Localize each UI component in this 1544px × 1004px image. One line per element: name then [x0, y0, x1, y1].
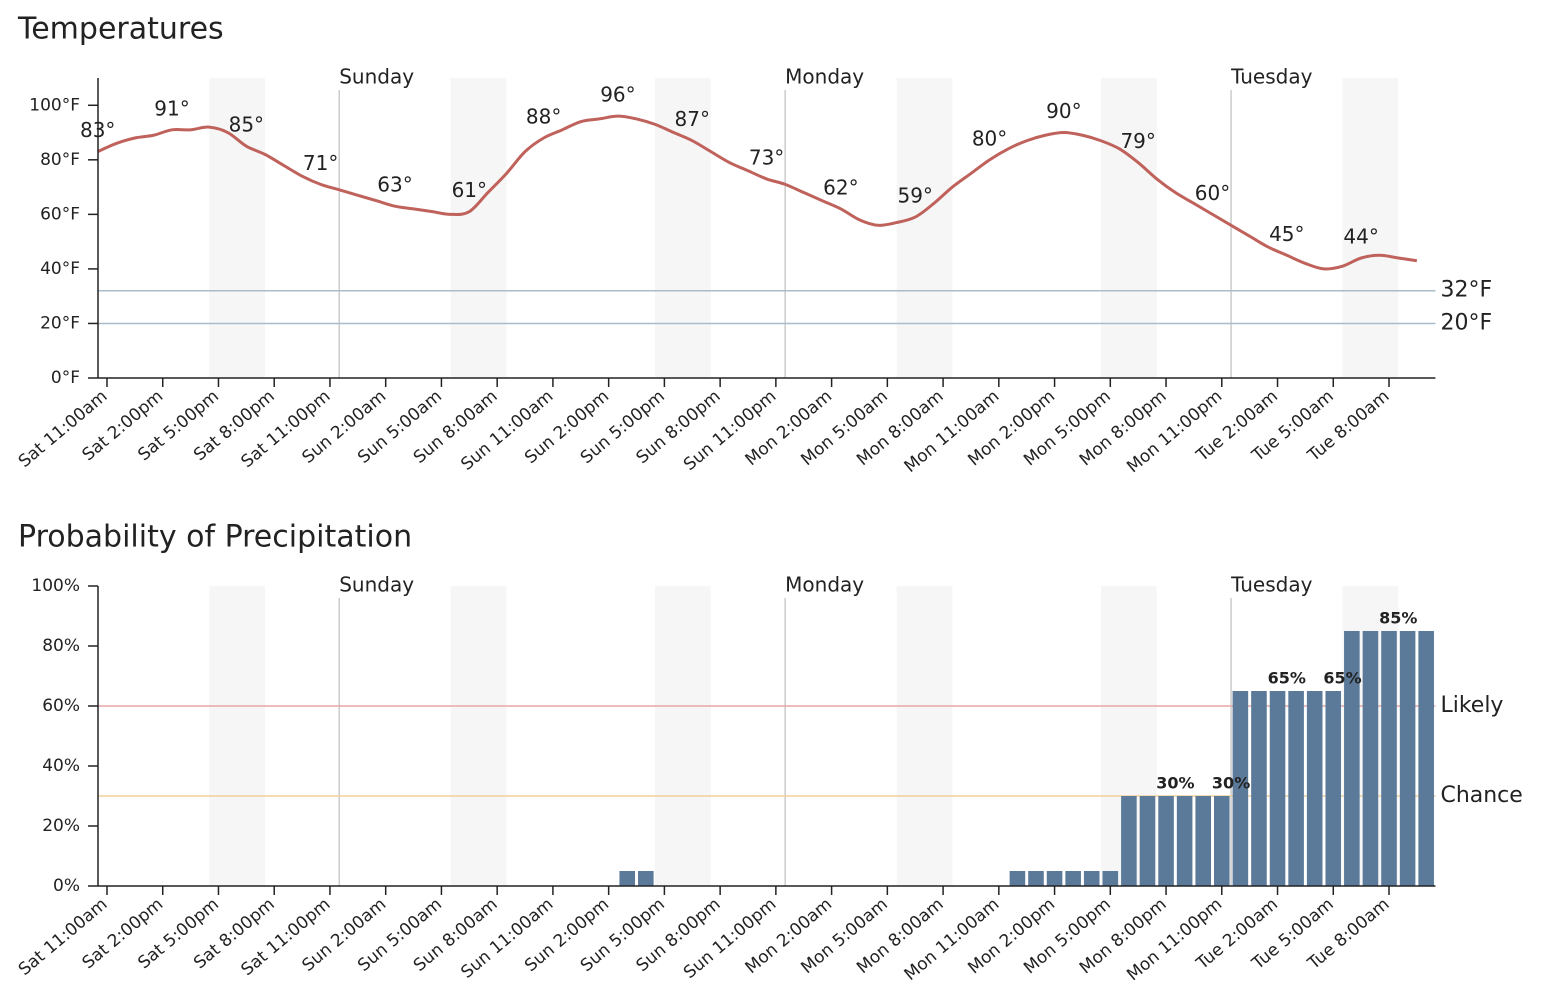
- data-label: 90°: [1046, 99, 1081, 123]
- bar: [1306, 691, 1323, 886]
- bar: [1269, 691, 1286, 886]
- bar: [1214, 796, 1230, 886]
- bar: [1176, 796, 1193, 886]
- data-label: 87°: [675, 107, 710, 131]
- bar: [1362, 631, 1379, 886]
- y-tick-label: 0%: [53, 876, 80, 896]
- day-label: Monday: [785, 65, 864, 89]
- day-label: Sunday: [339, 65, 414, 89]
- shade-band: [209, 586, 265, 886]
- bar: [619, 871, 636, 886]
- y-tick-label: 40°F: [40, 259, 80, 279]
- bar: [1418, 631, 1434, 886]
- bar: [1009, 871, 1026, 886]
- bar: [1139, 796, 1156, 886]
- day-label: Monday: [785, 573, 864, 597]
- bar: [1288, 691, 1304, 886]
- data-label: 45°: [1269, 222, 1304, 246]
- temperature-line: [97, 114, 1418, 271]
- day-label: Tuesday: [1230, 573, 1313, 597]
- data-label: 62°: [823, 175, 858, 199]
- bar: [1399, 631, 1416, 886]
- data-label: 80°: [972, 126, 1007, 150]
- y-tick-label: 60%: [42, 696, 80, 716]
- bar: [1028, 871, 1044, 886]
- bar: [1381, 631, 1397, 886]
- data-label: 30%: [1156, 774, 1194, 793]
- threshold-label: Chance: [1440, 783, 1522, 808]
- shade-band: [896, 586, 953, 886]
- data-label: 73°: [749, 145, 784, 169]
- shade-band: [896, 78, 953, 378]
- day-label: Tuesday: [1230, 65, 1313, 89]
- bar: [1046, 871, 1063, 886]
- bar: [638, 871, 654, 886]
- shade-band: [450, 586, 507, 886]
- bar: [1344, 631, 1360, 886]
- shade-band: [450, 78, 507, 378]
- bar: [1102, 871, 1119, 886]
- y-tick-label: 80%: [42, 636, 80, 656]
- bar: [1251, 691, 1267, 886]
- x-tick-label: Mon 11:00am: [901, 894, 1004, 985]
- y-tick-label: 0°F: [51, 368, 80, 388]
- y-tick-label: 100%: [31, 576, 80, 596]
- bar: [1083, 871, 1100, 886]
- data-label: 65%: [1268, 669, 1306, 688]
- bar: [1232, 691, 1249, 886]
- data-label: 91°: [154, 96, 189, 120]
- threshold-label: 20°F: [1440, 310, 1492, 335]
- bar: [1325, 691, 1342, 886]
- chart-title: Probability of Precipitation: [18, 520, 412, 555]
- shade-band: [655, 586, 711, 886]
- shade-band: [1342, 78, 1399, 378]
- day-label: Sunday: [339, 573, 414, 597]
- y-tick-label: 20°F: [40, 313, 80, 333]
- data-label: 85°: [229, 113, 264, 137]
- bar: [1065, 871, 1081, 886]
- y-tick-label: 80°F: [40, 150, 80, 170]
- data-label: 71°: [303, 151, 338, 175]
- shade-band: [1101, 78, 1157, 378]
- bar: [1195, 796, 1211, 886]
- bar: [1121, 796, 1137, 886]
- y-tick-label: 100°F: [29, 95, 80, 115]
- threshold-label: Likely: [1440, 693, 1503, 718]
- data-label: 65%: [1323, 669, 1361, 688]
- data-label: 60°: [1195, 181, 1230, 205]
- data-label: 61°: [452, 178, 487, 202]
- data-label: 63°: [377, 173, 412, 197]
- y-tick-label: 40%: [42, 756, 80, 776]
- x-tick-label: Mon 11:00am: [901, 386, 1004, 477]
- data-label: 59°: [897, 184, 932, 208]
- y-tick-label: 60°F: [40, 204, 80, 224]
- data-label: 85%: [1379, 609, 1417, 628]
- threshold-label: 32°F: [1440, 278, 1492, 303]
- data-label: 30%: [1212, 774, 1250, 793]
- data-label: 79°: [1120, 129, 1155, 153]
- y-tick-label: 20%: [42, 816, 80, 836]
- x-tick-label: Mon 11:00pm: [1123, 894, 1226, 985]
- data-label: 44°: [1343, 225, 1378, 249]
- chart-title: Temperatures: [17, 12, 224, 47]
- data-label: 96°: [600, 83, 635, 107]
- x-tick-label: Mon 11:00pm: [1123, 386, 1226, 477]
- bar: [1158, 796, 1174, 886]
- data-label: 88°: [526, 105, 561, 129]
